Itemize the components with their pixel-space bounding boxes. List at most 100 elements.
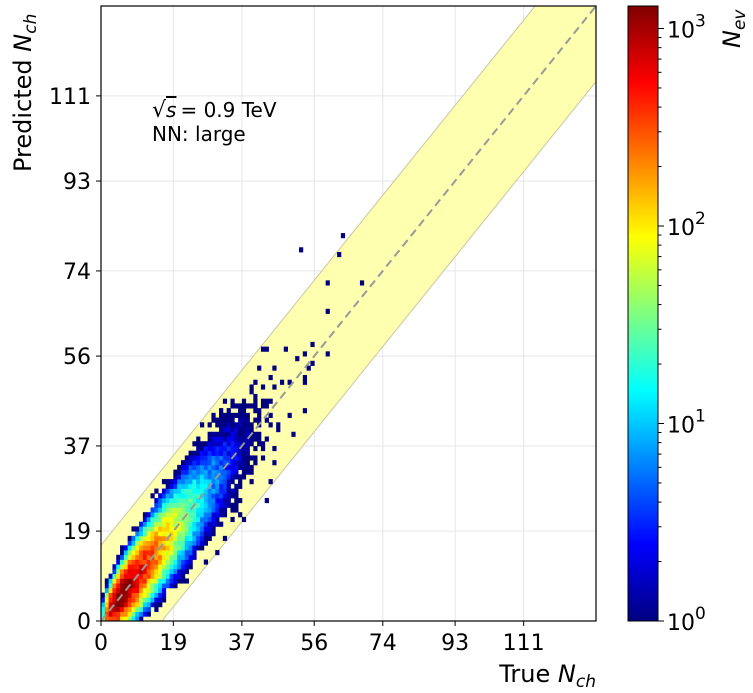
heatmap-cell — [226, 436, 231, 442]
heatmap-cell — [219, 427, 224, 433]
heatmap-cell — [238, 427, 243, 433]
heatmap-cell — [211, 460, 216, 466]
heatmap-cell — [211, 493, 216, 499]
heatmap-cell — [200, 464, 205, 471]
heatmap-cell — [222, 441, 228, 447]
heatmap-cell — [241, 403, 247, 409]
heatmap-cell — [116, 606, 121, 612]
heatmap-cell — [222, 502, 228, 508]
heatmap-cell — [150, 578, 155, 584]
heatmap-cell — [169, 531, 174, 537]
heatmap-cell — [203, 445, 209, 452]
heatmap-cell — [120, 550, 125, 556]
heatmap-cell — [219, 502, 224, 508]
heatmap-cell — [253, 403, 258, 409]
heatmap-cell — [200, 507, 205, 513]
heatmap-cell — [123, 545, 129, 551]
heatmap-cell — [142, 554, 148, 560]
heatmap-cell — [139, 597, 144, 603]
heatmap-cell — [165, 545, 170, 551]
heatmap-cell — [207, 422, 212, 428]
heatmap-cell — [158, 493, 163, 499]
heatmap-cell — [230, 417, 235, 423]
heatmap-cell — [203, 516, 209, 523]
heatmap-cell — [211, 507, 216, 513]
heatmap-cell — [207, 531, 212, 537]
heatmap-cell — [169, 573, 174, 579]
heatmap-cell — [200, 498, 205, 504]
heatmap-cell — [203, 531, 209, 537]
x-tick-label: 74 — [369, 631, 397, 656]
heatmap-cell — [230, 445, 235, 452]
x-tick-label: 93 — [441, 631, 469, 656]
heatmap-cell — [188, 535, 193, 541]
heatmap-cell — [192, 512, 197, 518]
heatmap-cell — [222, 455, 228, 461]
heatmap-cell — [207, 464, 212, 471]
heatmap-cell — [184, 507, 189, 513]
heatmap-cell — [177, 488, 182, 494]
heatmap-cell — [219, 450, 224, 456]
heatmap-cell — [249, 384, 254, 390]
heatmap-cell — [203, 460, 209, 466]
heatmap-cell — [104, 592, 110, 598]
heatmap-cell — [165, 521, 170, 527]
heatmap-cell — [203, 479, 209, 485]
heatmap-cell — [295, 356, 300, 362]
heatmap-cell — [161, 498, 167, 504]
heatmap-cell — [131, 587, 136, 594]
x-axis-label: True Nch — [498, 660, 596, 692]
heatmap-cell — [131, 526, 136, 532]
heatmap-cell — [272, 365, 277, 371]
heatmap-cell — [219, 521, 224, 527]
heatmap-cell — [219, 512, 224, 518]
heatmap-cell — [196, 493, 201, 499]
heatmap-cell — [226, 483, 231, 489]
heatmap-cell — [215, 502, 220, 508]
heatmap-cell — [253, 379, 258, 385]
heatmap-cell — [139, 611, 144, 617]
heatmap-cell — [158, 502, 163, 508]
heatmap-cell — [234, 422, 239, 428]
heatmap-cell — [241, 455, 247, 461]
y-tick-label: 56 — [63, 345, 91, 370]
plot-frame — [100, 5, 597, 622]
heatmap-cell — [154, 512, 159, 518]
heatmap-cell — [112, 616, 117, 621]
heatmap-cell — [241, 460, 247, 466]
heatmap-cell — [230, 488, 235, 494]
heatmap-cell — [142, 606, 148, 612]
heatmap-cell — [302, 375, 308, 381]
heatmap-cell — [230, 398, 235, 404]
heatmap-cell — [146, 526, 151, 532]
heatmap-cell — [253, 417, 258, 423]
heatmap-cell — [226, 498, 231, 504]
heatmap-cell — [180, 573, 186, 579]
heatmap-cell — [184, 493, 189, 499]
heatmap-cell — [257, 412, 262, 418]
heatmap-cell — [131, 545, 136, 551]
heatmap-cell — [142, 578, 148, 584]
heatmap-cell — [260, 403, 266, 409]
heatmap-cell — [215, 516, 220, 523]
heatmap-cell — [222, 436, 228, 442]
heatmap-cell — [158, 516, 163, 523]
heatmap-cell — [184, 483, 189, 489]
heatmap-cell — [180, 479, 186, 485]
heatmap-cell — [177, 554, 182, 560]
heatmap-cell — [177, 535, 182, 541]
heatmap-cell — [325, 351, 330, 357]
heatmap-cell — [161, 573, 167, 579]
heatmap-cell — [245, 403, 250, 409]
heatmap-cell — [184, 460, 189, 466]
heatmap-cell — [127, 564, 132, 570]
heatmap-cell — [196, 445, 201, 452]
heatmap-cell — [196, 540, 201, 546]
heatmap-cell — [146, 578, 151, 584]
heatmap-cell — [154, 554, 159, 560]
heatmap-cell — [177, 516, 182, 523]
heatmap-cell — [180, 550, 186, 556]
heatmap-cell — [150, 587, 155, 594]
heatmap-cell — [192, 535, 197, 541]
heatmap-cell — [238, 403, 243, 409]
